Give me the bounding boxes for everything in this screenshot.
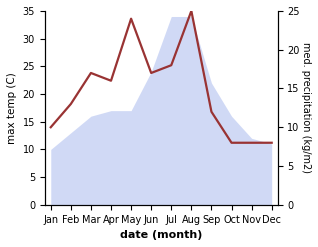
X-axis label: date (month): date (month)	[120, 230, 203, 240]
Y-axis label: med. precipitation (kg/m2): med. precipitation (kg/m2)	[301, 42, 311, 173]
Y-axis label: max temp (C): max temp (C)	[7, 72, 17, 144]
